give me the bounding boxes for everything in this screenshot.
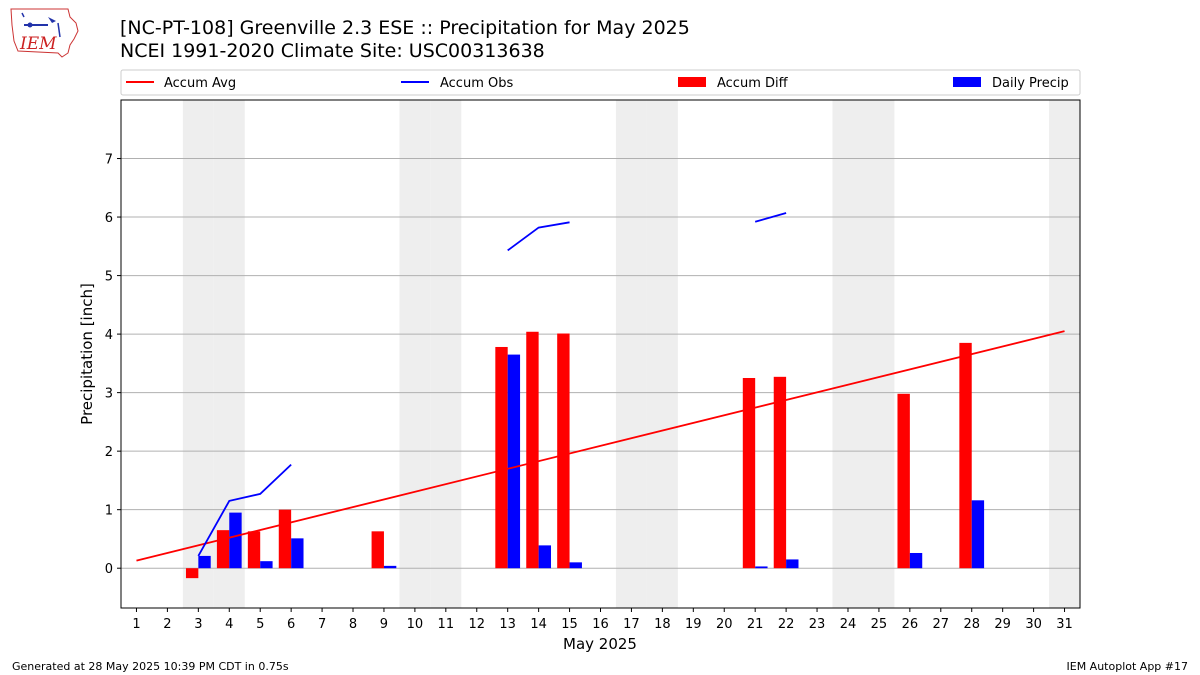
daily-precip-bar xyxy=(198,555,211,569)
x-tick-label: 27 xyxy=(933,617,950,632)
y-tick-label: 7 xyxy=(105,153,113,168)
y-axis-label: Precipitation [inch] xyxy=(78,283,96,425)
x-tick-label: 5 xyxy=(256,617,264,632)
x-tick-label: 21 xyxy=(747,617,764,632)
accum-diff-bar xyxy=(742,377,756,569)
accum-obs-line xyxy=(197,463,292,557)
accum-diff-bar xyxy=(773,376,787,569)
x-tick-label: 1 xyxy=(132,617,140,632)
x-tick-label: 14 xyxy=(530,617,547,632)
accum-diff-bar xyxy=(216,530,230,569)
x-tick-label: 10 xyxy=(407,617,424,632)
legend-daily-precip-label: Daily Precip xyxy=(992,76,1069,91)
x-tick-label: 25 xyxy=(871,617,888,632)
y-tick-label: 4 xyxy=(105,328,113,343)
daily-precip-bar xyxy=(971,500,985,569)
x-tick-label: 9 xyxy=(380,617,388,632)
x-tick-label: 19 xyxy=(685,617,702,632)
x-tick-label: 30 xyxy=(1025,617,1042,632)
y-tick-label: 3 xyxy=(105,387,113,402)
x-axis-label: May 2025 xyxy=(563,635,637,653)
accum-avg-line xyxy=(136,330,1065,562)
legend-box xyxy=(120,69,1081,96)
x-tick-label: 28 xyxy=(963,617,980,632)
x-tick-label: 16 xyxy=(592,617,609,632)
legend: Accum Avg Accum Obs Accum Diff Daily Pre… xyxy=(120,69,1081,96)
x-tick-label: 3 xyxy=(194,617,202,632)
legend-accum-diff-label: Accum Diff xyxy=(717,76,789,91)
daily-precip-bar xyxy=(909,552,923,569)
logo-text: IEM xyxy=(19,34,57,54)
daily-precip-bar xyxy=(383,565,397,569)
daily-precip-bar xyxy=(538,545,552,569)
daily-precip-bar xyxy=(260,561,273,569)
daily-precip-bar xyxy=(569,562,582,569)
chart-subtitle: NCEI 1991-2020 Climate Site: USC00313638 xyxy=(120,40,545,62)
accum-diff-bar xyxy=(959,342,972,569)
accum-diff-bar xyxy=(897,393,910,569)
iem-logo-graphic: IEM xyxy=(10,8,79,58)
y-tick-label: 6 xyxy=(105,211,113,226)
weekend-shade xyxy=(646,100,678,608)
accum-diff-bar xyxy=(557,333,570,569)
accum-obs-line xyxy=(754,212,787,223)
daily-precip-bar xyxy=(291,538,304,569)
x-tick-label: 4 xyxy=(225,617,233,632)
x-tick-label: 11 xyxy=(438,617,455,632)
x-tick-label: 29 xyxy=(994,617,1011,632)
weekend-shade xyxy=(430,100,462,608)
accum-diff-bar xyxy=(278,509,292,569)
x-tick-label: 8 xyxy=(349,617,357,632)
accum-diff-bar xyxy=(247,531,261,569)
accum-obs-line xyxy=(507,221,570,252)
x-tick-label: 12 xyxy=(468,617,485,632)
footer-generated: Generated at 28 May 2025 10:39 PM CDT in… xyxy=(12,660,289,673)
x-tick-label: 20 xyxy=(716,617,733,632)
x-tick-label: 13 xyxy=(499,617,516,632)
legend-accum-obs-label: Accum Obs xyxy=(440,76,513,91)
x-tick-label: 22 xyxy=(778,617,795,632)
daily-precip-bar xyxy=(507,354,521,569)
x-tick-label: 6 xyxy=(287,617,295,632)
accum-diff-bar xyxy=(526,331,539,569)
legend-daily-precip-swatch xyxy=(953,77,981,87)
y-tick-label: 5 xyxy=(105,270,113,285)
x-tick-label: 26 xyxy=(902,617,919,632)
daily-precip-bar xyxy=(755,566,768,569)
y-tick-label: 1 xyxy=(105,504,113,519)
footer-app: IEM Autoplot App #17 xyxy=(1066,660,1189,673)
x-tick-label: 24 xyxy=(840,617,857,632)
x-tick-label: 2 xyxy=(163,617,171,632)
weekend-shade xyxy=(399,100,431,608)
legend-accum-diff-swatch xyxy=(678,77,706,87)
x-tick-label: 15 xyxy=(561,617,578,632)
chart-title: [NC-PT-108] Greenville 2.3 ESE :: Precip… xyxy=(120,17,690,39)
iem-logo: IEM xyxy=(8,5,80,59)
accum-diff-bar xyxy=(495,346,508,569)
weekend-shade xyxy=(1049,100,1080,608)
x-tick-label: 18 xyxy=(654,617,671,632)
accum-diff-bar xyxy=(371,531,384,569)
x-tick-label: 31 xyxy=(1056,617,1073,632)
weekend-shade xyxy=(182,100,214,608)
daily-precip-bar xyxy=(229,512,242,569)
weekend-shade xyxy=(615,100,647,608)
plot-frame xyxy=(120,99,1081,609)
y-tick-label: 2 xyxy=(105,445,113,460)
accum-diff-bar xyxy=(185,568,199,579)
x-tick-label: 23 xyxy=(809,617,826,632)
legend-accum-avg-label: Accum Avg xyxy=(164,76,236,91)
weekend-shade xyxy=(863,100,895,608)
weekend-shade xyxy=(832,100,864,608)
daily-precip-bar xyxy=(786,559,799,569)
x-tick-label: 7 xyxy=(318,617,326,632)
x-tick-label: 17 xyxy=(623,617,640,632)
y-tick-label: 0 xyxy=(105,562,113,577)
